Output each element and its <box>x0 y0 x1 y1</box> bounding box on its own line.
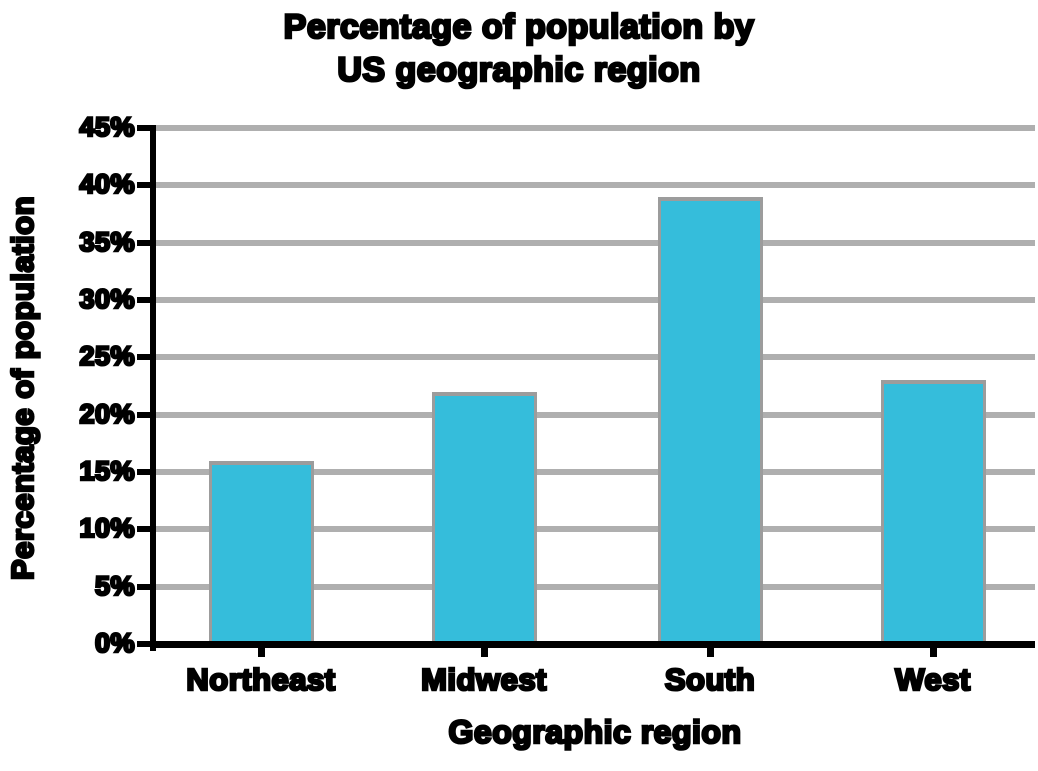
x-tick-mark-northeast <box>258 644 265 657</box>
gridline-25 <box>156 354 1035 361</box>
x-tick-label-south: South <box>664 661 756 698</box>
y-tick-label-40: 40% <box>78 169 136 200</box>
y-tick-label-35: 35% <box>78 226 136 257</box>
gridline-45 <box>156 124 1035 131</box>
gridline-5 <box>156 583 1035 590</box>
y-tick-mark-15 <box>137 468 150 475</box>
bar-south <box>657 197 763 644</box>
x-tick-label-midwest: Midwest <box>420 661 548 698</box>
y-tick-label-5: 5% <box>94 570 136 601</box>
gridline-40 <box>156 182 1035 189</box>
y-tick-label-45: 45% <box>78 111 136 142</box>
gridline-20 <box>156 411 1035 418</box>
y-tick-mark-30 <box>137 296 150 303</box>
y-tick-mark-20 <box>137 411 150 418</box>
y-axis-title: Percentage of population <box>4 195 42 582</box>
y-tick-label-20: 20% <box>78 398 136 429</box>
x-axis-line <box>150 641 1035 648</box>
y-tick-label-0: 0% <box>94 628 136 658</box>
x-tick-mark-midwest <box>481 644 488 657</box>
y-tick-mark-5 <box>137 583 150 590</box>
y-tick-mark-10 <box>137 526 150 533</box>
chart-title-line2: US geographic region <box>336 50 701 91</box>
y-axis-line <box>150 124 156 651</box>
bar-midwest <box>431 392 537 644</box>
y-tick-mark-40 <box>137 182 150 189</box>
y-tick-mark-35 <box>137 239 150 246</box>
gridline-10 <box>156 526 1035 533</box>
x-tick-mark-south <box>707 644 714 657</box>
bar-west <box>880 380 986 644</box>
y-tick-label-15: 15% <box>78 455 136 486</box>
gridline-30 <box>156 296 1035 303</box>
y-tick-mark-0 <box>137 641 150 647</box>
chart-title: Percentage of population by US geographi… <box>0 6 1038 92</box>
y-tick-label-25: 25% <box>78 341 136 372</box>
x-tick-mark-west <box>930 644 937 657</box>
y-tick-label-10: 10% <box>78 513 136 544</box>
gridline-15 <box>156 468 1035 475</box>
y-tick-label-30: 30% <box>78 283 136 314</box>
x-tick-label-northeast: Northeast <box>185 661 336 698</box>
chart-title-line1: Percentage of population by <box>282 7 755 48</box>
gridline-35 <box>156 239 1035 246</box>
y-tick-mark-25 <box>137 354 150 361</box>
bar-northeast <box>208 461 314 644</box>
x-tick-label-west: West <box>894 661 972 698</box>
x-axis-title: Geographic region <box>447 713 742 752</box>
y-tick-mark-45 <box>137 124 150 131</box>
